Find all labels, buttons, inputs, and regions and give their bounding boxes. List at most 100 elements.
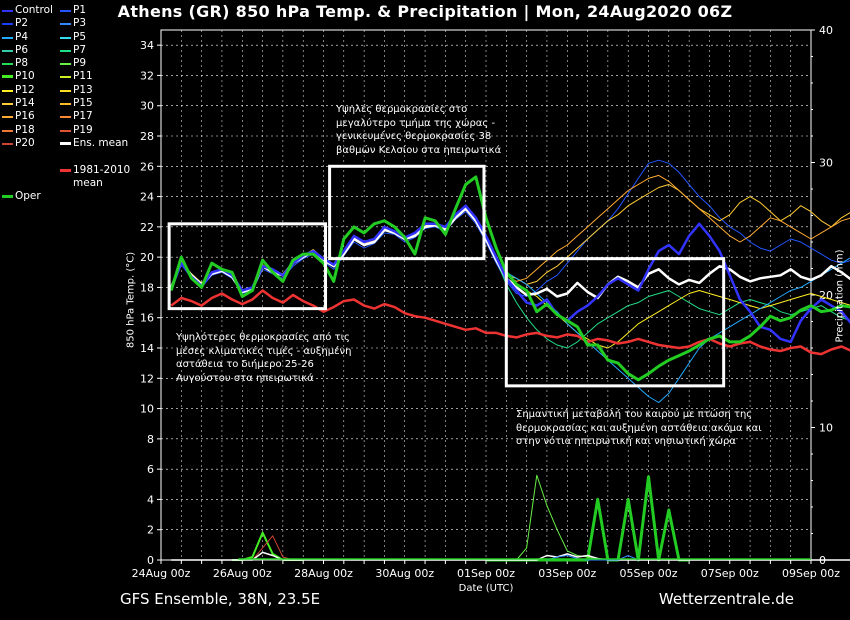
legend-col1-item: P20 [2, 137, 53, 150]
legend-swatch [60, 36, 71, 39]
annotation-line: μέσες κλιματικές τιμές - αυξημένη [176, 345, 352, 357]
y-tick-label: 8 [147, 433, 154, 446]
y-tick-label: 0 [147, 554, 154, 567]
legend-label: P20 [15, 136, 35, 149]
precip-layer [171, 474, 850, 562]
x-tick-label: 24Aug 00z [132, 567, 191, 580]
legend-col1-item: Oper [2, 190, 53, 203]
annotation-line: Σημαντική μεταβολή του καιρού με πτώση τ… [516, 409, 753, 420]
legend-label: P16 [15, 110, 35, 123]
annotation-line: στην νότια ηπειρωτική και νησιωτική χώρα [516, 436, 736, 447]
x-tick-label: 26Aug 00z [213, 567, 272, 580]
legend-col1-item: P14 [2, 97, 53, 110]
legend-swatch [60, 116, 71, 119]
legend-swatch [2, 49, 13, 52]
legend-col2-item [60, 150, 130, 163]
y2-axis-label: Precipitation (mm) [834, 249, 846, 343]
annotation-line: βαθμών Κελσίου στα ηπειρωτικά [336, 144, 502, 156]
annotation-line: Αυγούστου στα ηπειρωτικά [176, 372, 314, 384]
legend-swatch [2, 195, 13, 199]
series-layer [169, 159, 850, 403]
legend-swatch [60, 63, 71, 66]
annotation-text-3: Σημαντική μεταβολή του καιρού με πτώση τ… [516, 408, 762, 449]
legend-label: P11 [73, 70, 93, 83]
legend-col2-item: P15 [60, 97, 130, 110]
legend-label: P9 [73, 57, 87, 70]
annotation-boxes [167, 164, 726, 388]
legend-swatch [60, 103, 71, 106]
axes: 0246810121416182022242628303234010203040… [132, 24, 841, 580]
y-tick-label: 2 [147, 524, 154, 537]
legend-label: Oper [15, 190, 41, 203]
y-tick-label: 10 [140, 403, 154, 416]
x-tick-label: 03Sep 00z [538, 567, 596, 580]
legend-label: mean [73, 176, 103, 189]
legend-label: 1981-2010 [73, 163, 131, 176]
legend-label: P2 [15, 17, 29, 30]
legend-swatch [60, 49, 71, 52]
annotation-box-2 [328, 164, 486, 261]
y-tick-label: 4 [147, 493, 154, 506]
annotation-text-1: Υψηλότερες θερμοκρασίες από τις μέσες κλι… [176, 331, 351, 385]
precip-line-oper [486, 475, 690, 562]
legend-swatch [2, 103, 13, 106]
legend-col1-item: P18 [2, 124, 53, 137]
legend-label: P13 [73, 83, 93, 96]
legend-swatch [60, 141, 71, 145]
precip-line-p10 [232, 531, 304, 561]
y-tick-label: 6 [147, 463, 154, 476]
legend-col1-item: P6 [2, 44, 53, 57]
y-tick-label: 28 [140, 130, 154, 143]
y-tick-label: 20 [140, 251, 154, 264]
legend-label: P14 [15, 97, 35, 110]
legend-col2-item: P17 [60, 110, 130, 123]
annotation-line: μεγαλύτερο τμήμα της χώρας - [336, 117, 496, 129]
legend-col2-item: P7 [60, 44, 130, 57]
series-line-1981-2010-mean [170, 289, 850, 356]
legend-label: P7 [73, 43, 87, 56]
legend-col1-item: P10 [2, 70, 53, 83]
legend-swatch [2, 63, 13, 66]
legend-col1-item: P12 [2, 84, 53, 97]
legend-swatch [2, 23, 13, 26]
legend-col1-item: P4 [2, 31, 53, 44]
y2-tick-label: 10 [819, 422, 833, 435]
y-tick-label: 26 [140, 160, 154, 173]
footer-site: Wetterzentrale.de [658, 590, 794, 608]
legend-col1-item [2, 150, 53, 163]
legend-col1-item [2, 164, 53, 177]
precip-line-ens-mean [171, 551, 850, 561]
series-line-p1 [170, 159, 850, 297]
legend-col2-item: Ens. mean [60, 137, 130, 150]
legend-col2-item: P5 [60, 31, 130, 44]
y-tick-label: 34 [140, 39, 154, 52]
legend-swatch [2, 89, 13, 92]
legend-col2-item: P19 [60, 124, 130, 137]
legend-label: P10 [15, 70, 35, 83]
legend-col2-item: P3 [60, 17, 130, 30]
legend-label: P3 [73, 17, 87, 30]
legend-swatch [2, 36, 13, 39]
legend-label: P17 [73, 110, 93, 123]
legend-swatch [2, 129, 13, 132]
legend-swatch [60, 23, 71, 26]
y2-tick-label: 30 [819, 157, 833, 170]
y-axis-label: 850 hPa Temp. (°C) [125, 251, 137, 349]
legend-swatch [60, 76, 71, 79]
legend-swatch [2, 75, 13, 79]
legend-label: Ens. mean [73, 136, 129, 149]
legend-label: P5 [73, 30, 87, 43]
annotation-text-2: Υψηλές θερμοκρασίες στο μεγαλύτερο τμήμα … [336, 103, 501, 157]
y-tick-label: 12 [140, 372, 154, 385]
legend-label: P12 [15, 83, 35, 96]
legend-col2-item: P13 [60, 84, 130, 97]
legend-swatch [60, 168, 71, 172]
y2-tick-label: 40 [819, 24, 833, 37]
annotation-line: θερμοκρασίας και αυξημένη αστάθεια ακόμα… [516, 422, 762, 434]
x-tick-label: 07Sep 00z [701, 567, 759, 580]
legend-col2-item: mean [60, 177, 130, 190]
annotation-line: Υψηλές θερμοκρασίες στο [336, 104, 468, 115]
legend-column-1: Control P2 P4 P6 P8 P10 P12 P14 P16 P18 P20 Oper [2, 4, 53, 203]
precip-line-p20 [242, 535, 294, 561]
